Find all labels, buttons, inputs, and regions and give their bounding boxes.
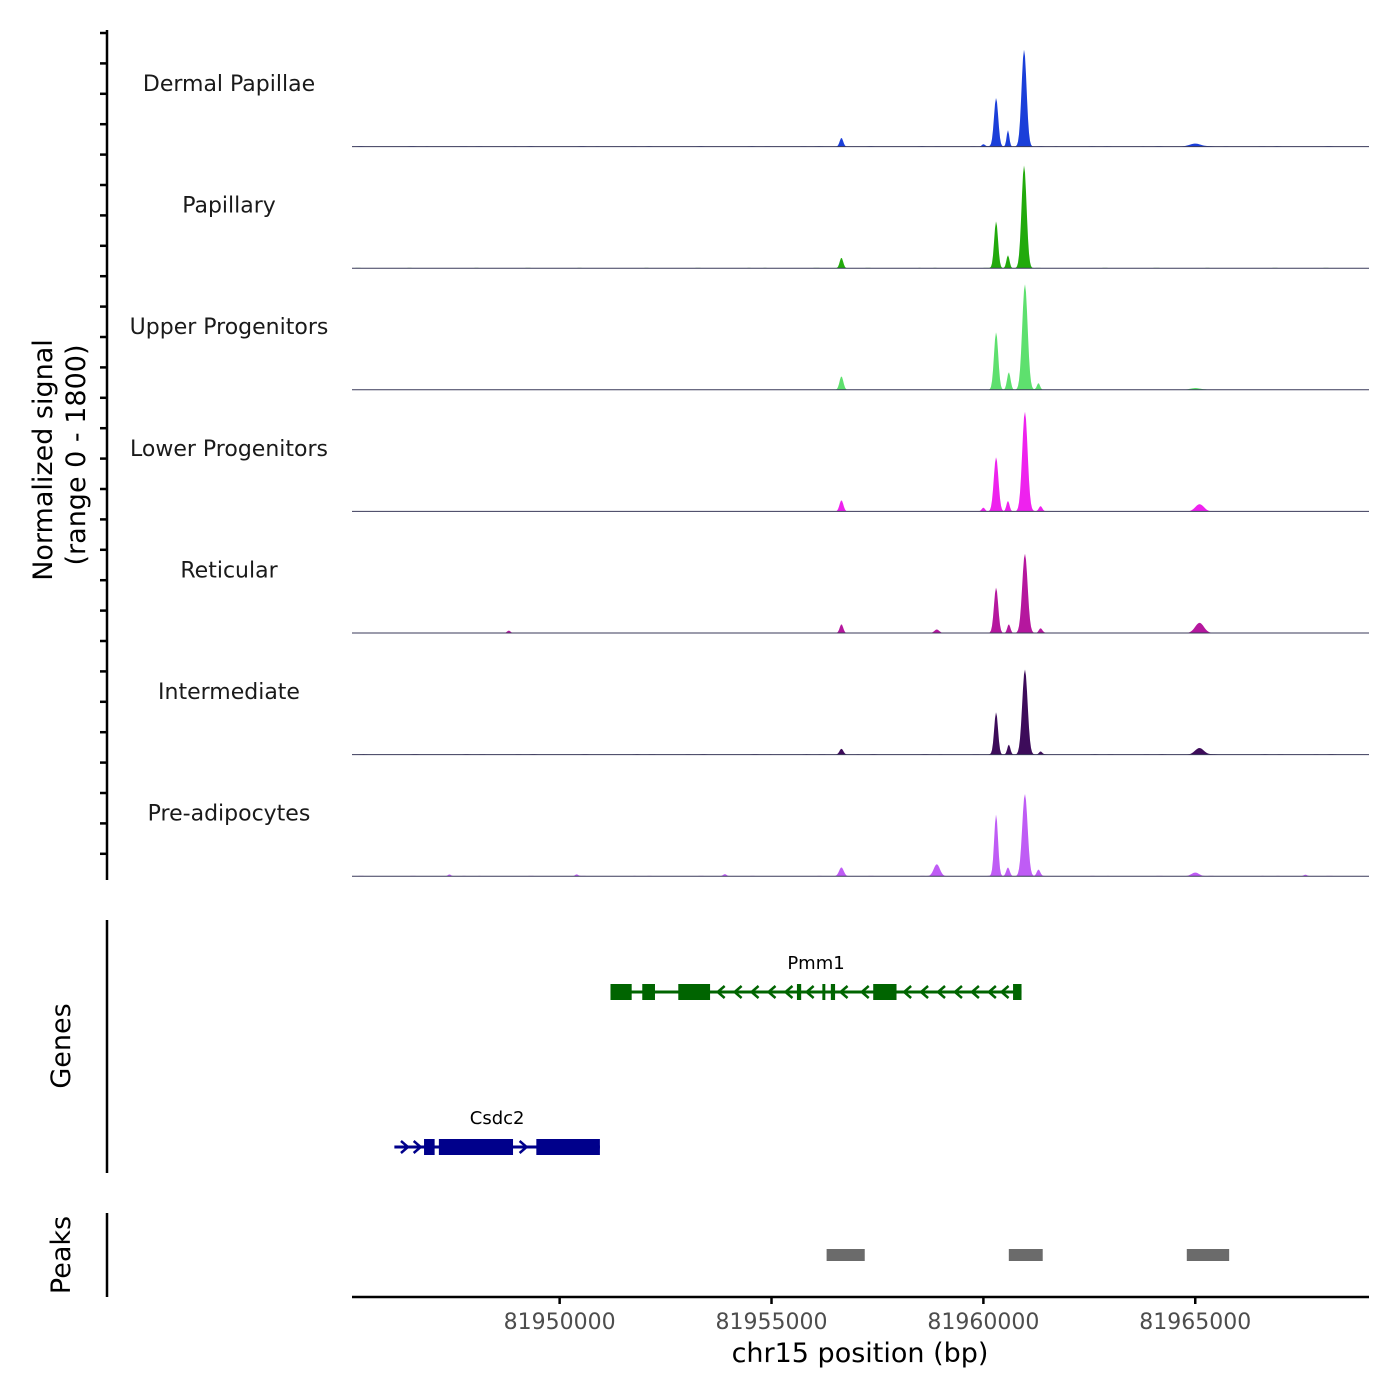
x-axis-title: chr15 position (bp) — [732, 1338, 989, 1369]
gene-exon — [424, 1139, 435, 1155]
coverage-area — [352, 794, 1369, 877]
x-tick-label: 81950000 — [504, 1310, 616, 1335]
track-lower-progenitors: Lower Progenitors — [130, 411, 1369, 512]
genes-ylabel: Genes — [46, 1003, 77, 1088]
strand-arrow — [969, 985, 980, 999]
gene-exon — [796, 984, 802, 1000]
track-label: Intermediate — [158, 680, 300, 705]
gene-label: Pmm1 — [787, 953, 844, 974]
gene-pmm1: Pmm1 — [610, 953, 1022, 1000]
peak-region — [826, 1249, 865, 1261]
coverage-area — [352, 669, 1369, 755]
gene-csdc2: Csdc2 — [394, 1108, 600, 1155]
coverage-area — [352, 553, 1369, 633]
gene-models: Pmm1 Csdc2 — [394, 953, 1022, 1155]
gene-exon — [1013, 984, 1022, 1000]
track-reticular: Reticular — [180, 553, 1369, 634]
track-label: Papillary — [182, 194, 276, 219]
track-label: Reticular — [180, 558, 278, 583]
peaks-ylabel: Peaks — [46, 1216, 77, 1294]
gene-exon — [536, 1139, 600, 1155]
gene-exon — [678, 984, 711, 1000]
peak-region — [1186, 1249, 1230, 1261]
strand-arrow — [715, 985, 726, 999]
strand-arrow — [783, 985, 794, 999]
signal-tracks: Dermal Papillae Papillary Upper Progenitor… — [130, 49, 1369, 877]
strand-arrow — [749, 985, 760, 999]
strand-arrow — [953, 985, 963, 999]
x-tick-label: 81955000 — [716, 1310, 828, 1335]
x-axis-ticks: 81950000 81955000 81960000 81965000 — [504, 1297, 1251, 1335]
track-label: Lower Progenitors — [130, 437, 328, 462]
coverage-area — [352, 165, 1369, 269]
signal-ylabel-line1: Normalized signal — [28, 339, 59, 581]
x-tick-label: 81960000 — [927, 1310, 1039, 1335]
gene-exon — [438, 1139, 514, 1155]
strand-arrow — [732, 985, 743, 999]
gene-exon — [873, 984, 897, 1000]
strand-arrow — [986, 985, 997, 999]
strand-arrow — [936, 985, 946, 999]
strand-arrow — [902, 985, 912, 999]
strand-arrow — [999, 985, 1010, 999]
strand-arrow — [518, 1140, 529, 1154]
signal-y-axis-ticks — [100, 31, 107, 856]
strand-arrow — [838, 985, 849, 999]
gene-exon — [822, 984, 826, 1000]
strand-arrow — [859, 985, 870, 999]
track-label: Dermal Papillae — [143, 72, 315, 97]
strand-arrow — [412, 1140, 423, 1154]
gene-exon — [610, 984, 632, 1000]
peak-region — [1008, 1249, 1043, 1261]
coverage-area — [352, 411, 1369, 512]
strand-arrow — [919, 985, 929, 999]
track-dermal-papillae: Dermal Papillae — [143, 49, 1369, 148]
track-label: Upper Progenitors — [130, 315, 329, 340]
track-papillary: Papillary — [182, 165, 1369, 269]
signal-ylabel-line2: (range 0 - 1800) — [61, 345, 92, 566]
gene-exon — [642, 984, 655, 1000]
peak-regions — [826, 1249, 1230, 1261]
coverage-area — [352, 284, 1369, 390]
strand-arrow — [766, 985, 777, 999]
track-intermediate: Intermediate — [158, 669, 1369, 756]
gene-exon — [830, 984, 836, 1000]
strand-arrow — [804, 985, 815, 999]
gene-label: Csdc2 — [470, 1108, 525, 1129]
track-label: Pre-adipocytes — [148, 802, 311, 827]
track-upper-progenitors: Upper Progenitors — [130, 284, 1369, 391]
coverage-area — [352, 49, 1369, 147]
track-pre-adipocytes: Pre-adipocytes — [148, 794, 1369, 877]
strand-arrow — [400, 1140, 410, 1154]
x-tick-label: 81965000 — [1139, 1310, 1251, 1335]
